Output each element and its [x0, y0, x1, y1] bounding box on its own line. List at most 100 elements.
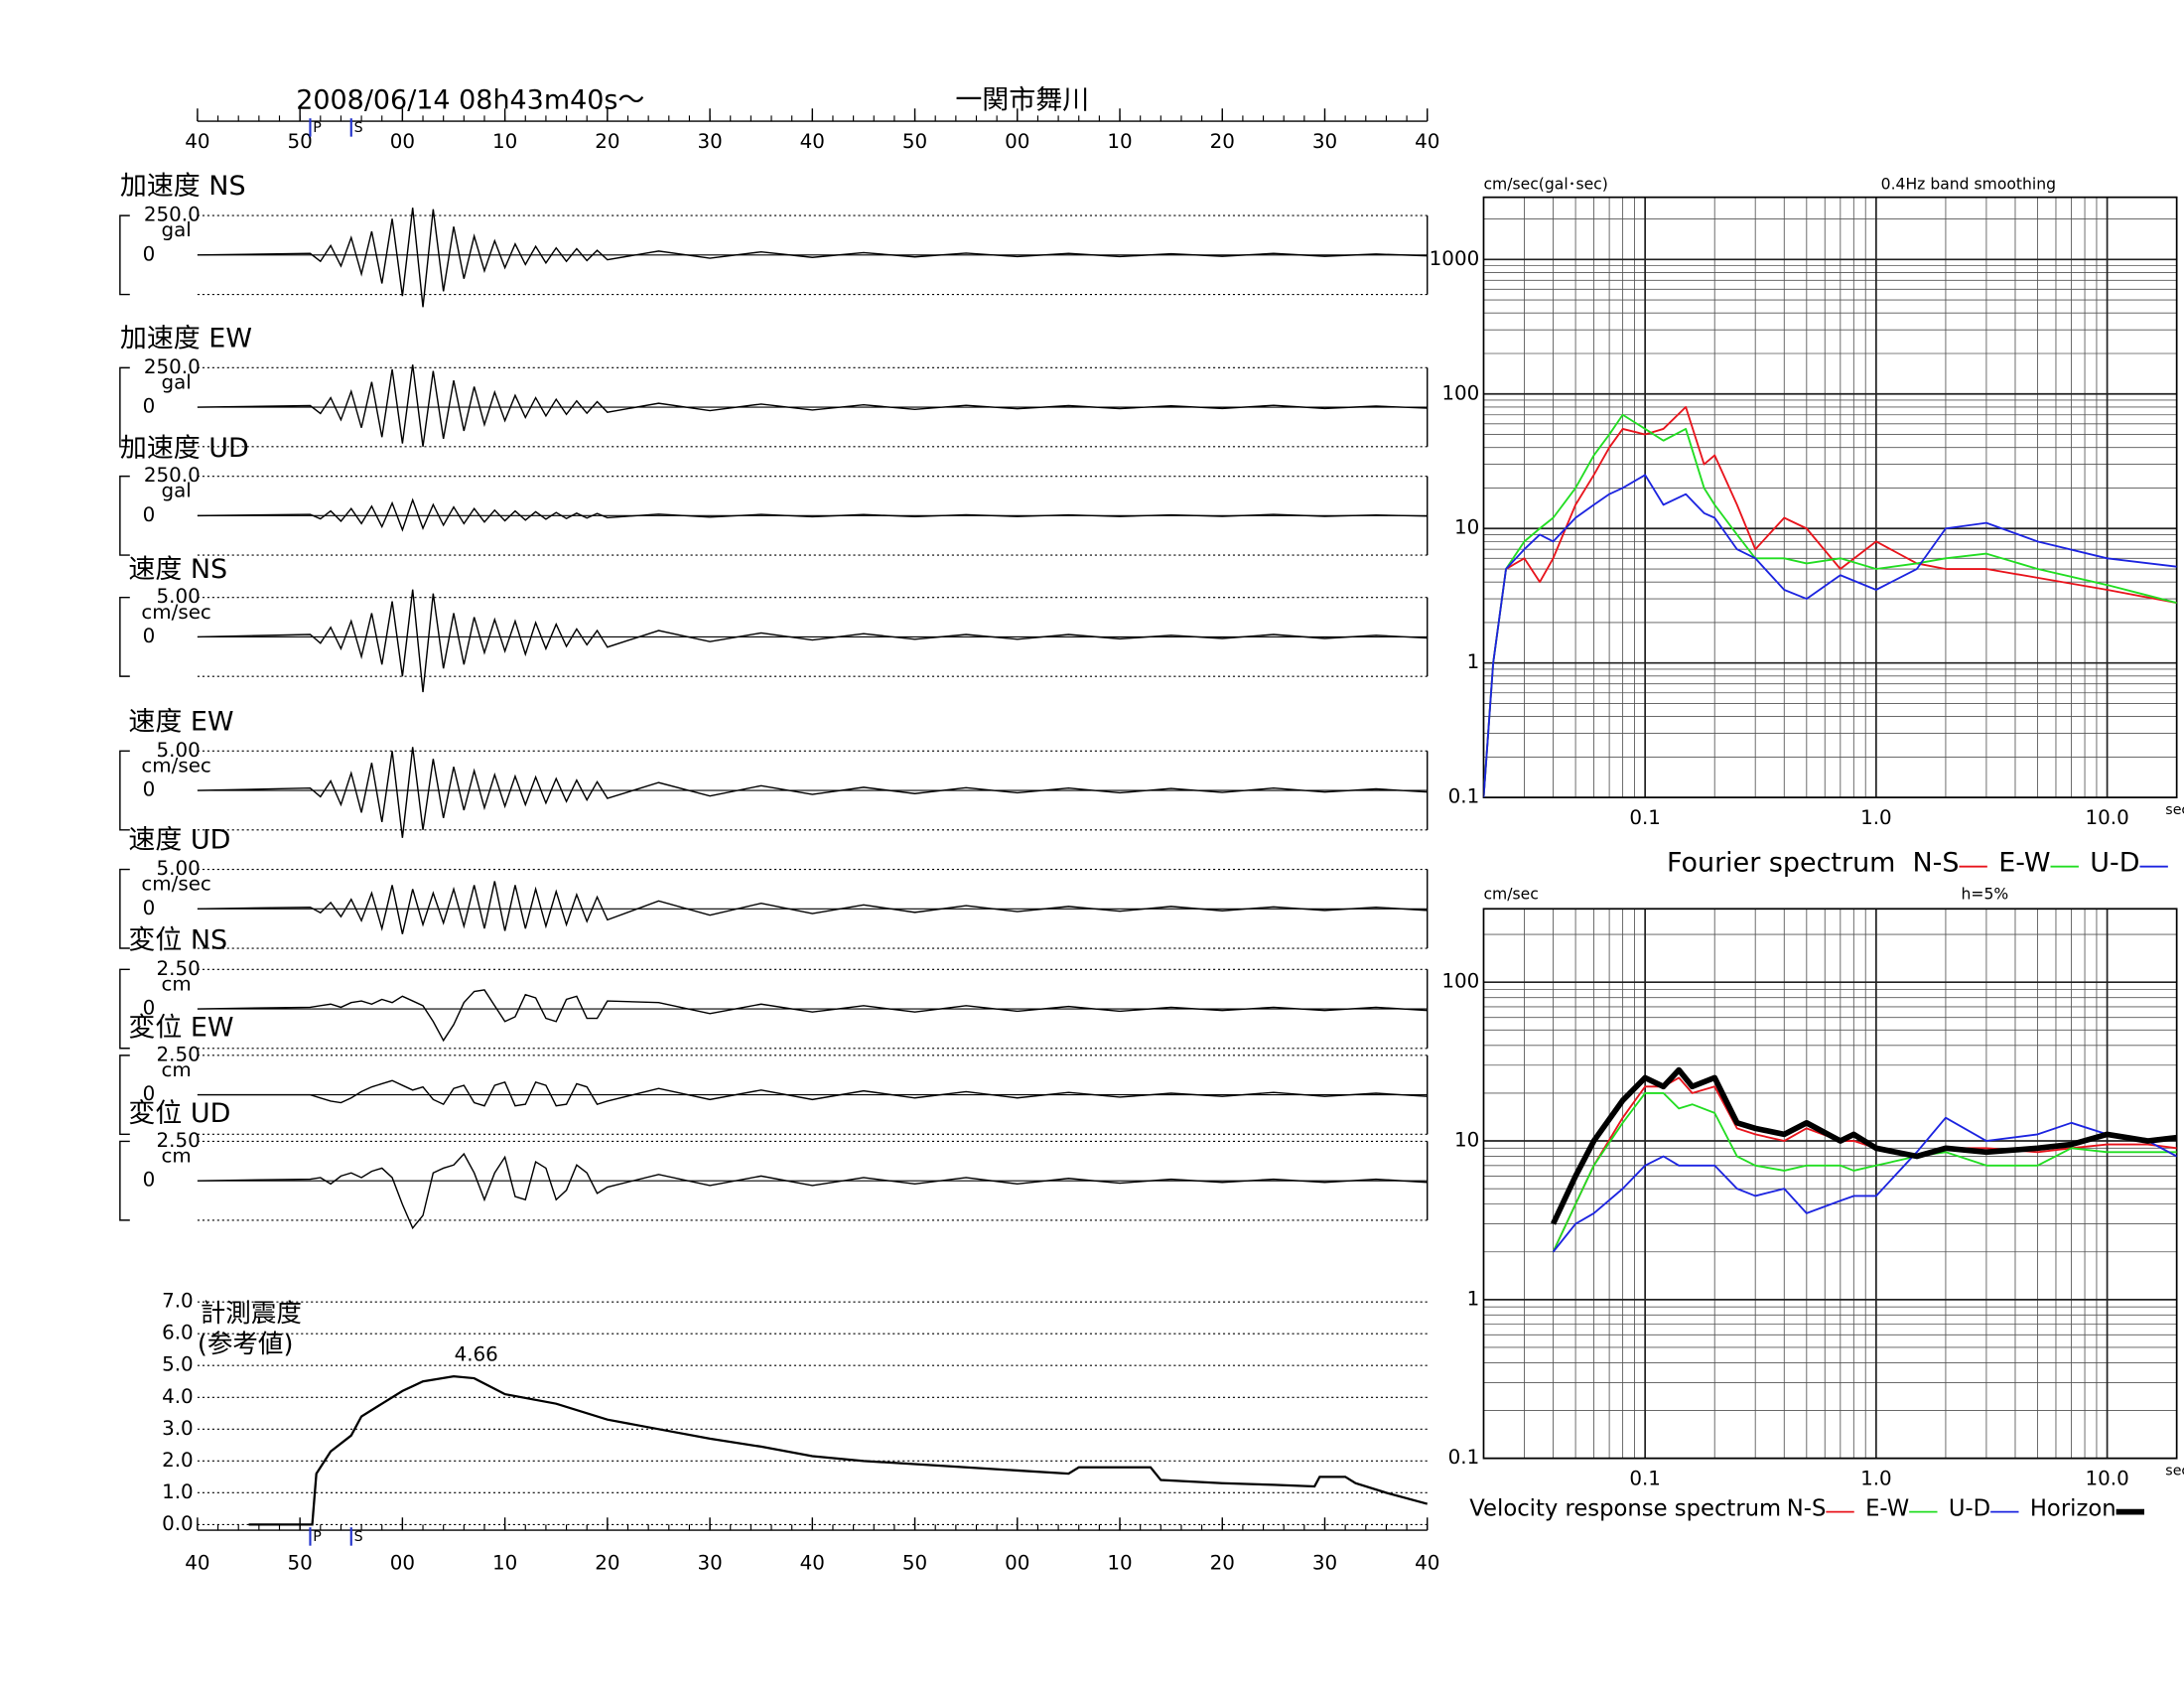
- y-axis-label: cm/sec: [1483, 886, 1538, 904]
- y-tick-label: 1: [1467, 1287, 1480, 1310]
- unit-label: cm: [161, 1145, 191, 1168]
- time-tick-label: 40: [800, 130, 825, 153]
- station-label: 一関市舞川: [955, 85, 1089, 116]
- date-label: 2008/06/14 08h43m40s〜: [296, 85, 644, 116]
- x-tick-label: 1.0: [1860, 806, 1892, 829]
- legend-label: N-S: [1787, 1495, 1827, 1521]
- legend-label: U-D: [1949, 1495, 1990, 1521]
- time-tick-label: 40: [800, 1552, 825, 1575]
- panel-bracket: [119, 1055, 130, 1136]
- time-tick-label: 30: [1312, 1552, 1337, 1575]
- legend-label: N-S: [1912, 847, 1959, 878]
- y-axis-label: cm/sec(gal･sec): [1483, 175, 1607, 193]
- time-tick-label: 40: [1415, 1552, 1439, 1575]
- panel-bracket: [119, 1140, 130, 1221]
- y-tick-label: 2.0: [162, 1449, 194, 1472]
- legend-label: E-W: [1998, 847, 2050, 878]
- y-tick-label: 4.0: [162, 1385, 194, 1408]
- waveform: [197, 364, 1428, 447]
- y-tick-label: 5.00: [157, 585, 201, 608]
- panel-title: 速度 EW: [128, 706, 233, 737]
- time-tick-label: 50: [902, 1552, 927, 1575]
- time-tick-label: 10: [492, 130, 517, 153]
- unit-label: gal: [161, 480, 191, 502]
- legend-title: Velocity response spectrum: [1469, 1495, 1781, 1521]
- unit-label: gal: [161, 218, 191, 241]
- y-tick-label: 5.00: [157, 739, 201, 762]
- y-tick-label: 250.0: [144, 204, 201, 226]
- chart-note: h=5%: [1962, 886, 2009, 904]
- y-tick-label: 0: [143, 1082, 156, 1105]
- spectrum-line: [1552, 1091, 2177, 1253]
- y-tick-label: 2.50: [157, 1043, 201, 1065]
- y-tick-label: 100: [1441, 970, 1479, 993]
- time-tick-label: 30: [1312, 130, 1337, 153]
- unit-label: cm: [161, 1058, 191, 1081]
- y-tick-label: 0: [143, 625, 156, 647]
- waveform: [197, 881, 1428, 934]
- spectrum-line: [1483, 405, 2177, 798]
- time-tick-label: 10: [1107, 130, 1132, 153]
- spectrum-line: [1552, 1116, 2177, 1253]
- waveform: [197, 989, 1428, 1043]
- x-tick-label: 10.0: [2085, 806, 2128, 829]
- spectrum-chart: 0.1 1.0 10.0 0.1 1 10 100 cm/sec h=5% sec Velocity…: [1441, 886, 2184, 1522]
- y-tick-label: 10: [1454, 1129, 1479, 1152]
- panel-title: 変位 UD: [128, 1098, 230, 1129]
- panel-bracket: [119, 475, 130, 556]
- waveform: [197, 747, 1428, 838]
- unit-label: cm: [161, 972, 191, 995]
- peak-annotation: 4.66: [455, 1342, 498, 1365]
- time-tick-label: 30: [697, 1552, 722, 1575]
- legend-label: U-D: [2090, 847, 2139, 878]
- unit-label: gal: [161, 370, 191, 393]
- y-tick-label: 3.0: [162, 1417, 194, 1440]
- x-tick-label: 10.0: [2085, 1467, 2128, 1489]
- panel-title: 計測震度: [201, 1299, 302, 1329]
- y-tick-label: 1000: [1430, 247, 1480, 270]
- panel-title: 速度 UD: [128, 825, 230, 856]
- panel-bracket: [119, 214, 130, 296]
- y-tick-label: 0: [143, 1169, 156, 1192]
- y-tick-label: 0: [143, 897, 156, 919]
- time-tick-label: 20: [595, 130, 619, 153]
- legend-title: Fourier spectrum: [1667, 847, 1895, 878]
- y-tick-label: 2.50: [157, 1129, 201, 1152]
- time-tick-label: 10: [1107, 1552, 1132, 1575]
- chart-note: 0.4Hz band smoothing: [1881, 175, 2056, 193]
- panel-title: 速度 NS: [128, 554, 227, 585]
- phase-marker-label: S: [354, 1529, 363, 1545]
- time-tick-label: 00: [390, 1552, 415, 1575]
- waveform: [197, 1152, 1428, 1230]
- spectrum-chart: 0.1 1.0 10.0 0.1 1 10 100 1000 cm/sec(gal･sec) 0.…: [1430, 175, 2184, 878]
- panel-title: 変位 EW: [128, 1012, 233, 1043]
- intensity-line: [248, 1374, 1429, 1526]
- y-tick-label: 100: [1441, 381, 1479, 404]
- waveform: [197, 1079, 1428, 1107]
- phase-marker-label: S: [354, 120, 363, 136]
- y-tick-label: 250.0: [144, 355, 201, 378]
- panel-title: 変位 NS: [128, 924, 227, 955]
- waveform: [197, 589, 1428, 693]
- waveform: [197, 208, 1428, 308]
- y-tick-label: 0.1: [1448, 785, 1480, 808]
- time-tick-label: 20: [1210, 1552, 1235, 1575]
- y-tick-label: 250.0: [144, 464, 201, 487]
- time-tick-label: 40: [1415, 130, 1439, 153]
- waveform: [197, 497, 1428, 532]
- time-tick-label: 40: [185, 130, 209, 153]
- unit-label: cm/sec: [141, 754, 210, 776]
- y-tick-label: 0: [143, 778, 156, 801]
- y-tick-label: 1: [1467, 650, 1480, 673]
- time-tick-label: 50: [288, 130, 313, 153]
- time-tick-label: 30: [697, 130, 722, 153]
- time-tick-label: 00: [390, 130, 415, 153]
- x-axis-label: sec: [2165, 1463, 2184, 1478]
- y-tick-label: 7.0: [162, 1290, 194, 1313]
- panel-title: 加速度 UD: [120, 433, 249, 464]
- y-tick-label: 0.0: [162, 1512, 194, 1535]
- y-tick-label: 10: [1454, 516, 1479, 539]
- y-tick-label: 0: [143, 242, 156, 265]
- panel-title: 加速度 EW: [120, 323, 252, 353]
